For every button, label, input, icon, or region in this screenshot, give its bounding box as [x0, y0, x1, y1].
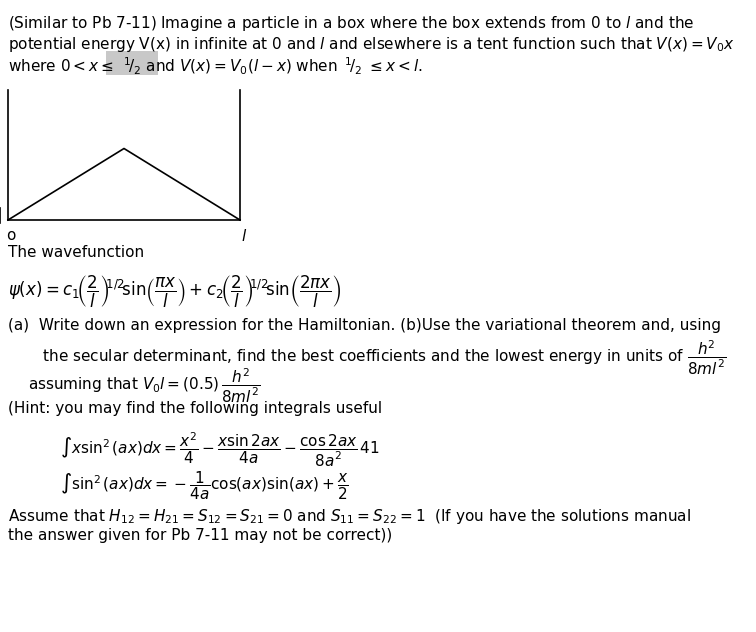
Text: Assume that $H_{12} = H_{21} = S_{12} = S_{21} = 0$ and $S_{11} = S_{22} = 1$  (: Assume that $H_{12} = H_{21} = S_{12} = …	[8, 507, 691, 526]
Text: potential energy V(x) in infinite at 0 and $l$ and elsewhere is a tent function : potential energy V(x) in infinite at 0 a…	[8, 35, 735, 54]
Text: assuming that $V_0 l = (0.5)\,\dfrac{h^2}{8ml^2}$: assuming that $V_0 l = (0.5)\,\dfrac{h^2…	[28, 367, 261, 405]
Text: the secular determinant, find the best coefficients and the lowest energy in uni: the secular determinant, find the best c…	[28, 339, 727, 377]
Text: (Hint: you may find the following integrals useful: (Hint: you may find the following integr…	[8, 401, 382, 416]
Text: $\int x\sin^2(ax)dx = \dfrac{x^2}{4} - \dfrac{x\sin 2ax}{4a} - \dfrac{\cos 2ax}{: $\int x\sin^2(ax)dx = \dfrac{x^2}{4} - \…	[60, 431, 380, 469]
Text: o: o	[6, 228, 15, 243]
FancyBboxPatch shape	[106, 51, 158, 75]
Text: $\int \sin^2(ax)dx = -\dfrac{1}{4a}\cos(ax)\sin(ax) + \dfrac{x}{2}$: $\int \sin^2(ax)dx = -\dfrac{1}{4a}\cos(…	[60, 469, 349, 502]
Text: $\psi(x) = c_1\!\left(\dfrac{2}{l}\right)^{\!\!1/2}\!\sin\!\left(\dfrac{\pi x}{l: $\psi(x) = c_1\!\left(\dfrac{2}{l}\right…	[8, 274, 342, 310]
Text: (Similar to Pb 7-11) Imagine a particle in a box where the box extends from 0 to: (Similar to Pb 7-11) Imagine a particle …	[8, 14, 694, 33]
Text: (a)  Write down an expression for the Hamiltonian. (b)Use the variational theore: (a) Write down an expression for the Ham…	[8, 318, 721, 333]
Text: where $0 < x \leq$ $\,^1\!/_2$ and $V(x) = V_0(l - x)$ when $\,^1\!/_2$ $\leq x : where $0 < x \leq$ $\,^1\!/_2$ and $V(x)…	[8, 56, 423, 77]
Text: the answer given for Pb 7-11 may not be correct)): the answer given for Pb 7-11 may not be …	[8, 528, 392, 543]
Text: $l$: $l$	[241, 228, 247, 244]
Text: The wavefunction: The wavefunction	[8, 245, 144, 260]
